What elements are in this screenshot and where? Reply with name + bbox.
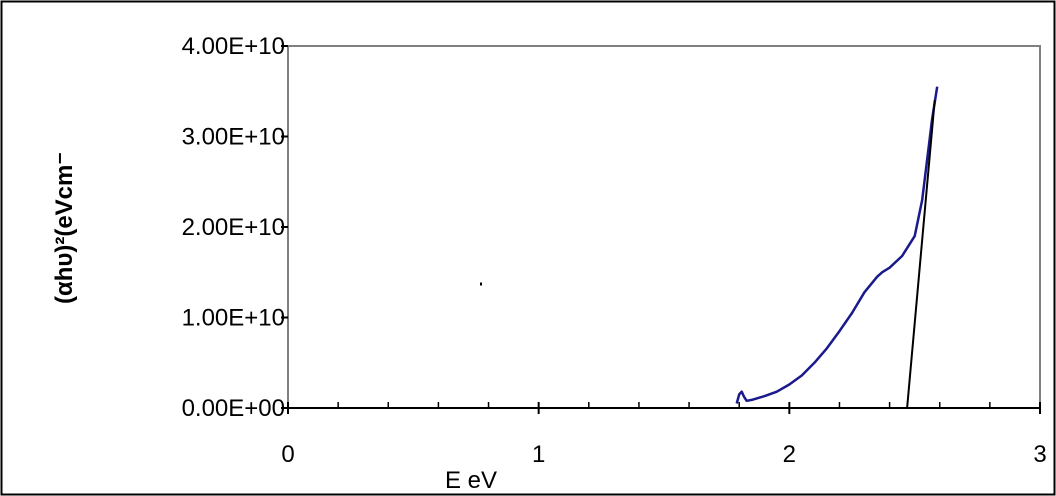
series-group — [735, 86, 939, 409]
x-tick-label: 1 — [532, 441, 545, 468]
x-tick-label: 0 — [281, 441, 294, 468]
y-tick-label: 2.00E+10 — [182, 214, 285, 241]
y-tick-labels: 0.00E+00 1.00E+10 2.00E+10 3.00E+10 4.00E+10 — [182, 33, 285, 422]
annotation-group — [480, 282, 483, 286]
tangent-fit-line — [906, 100, 936, 409]
data-curve-line — [735, 86, 939, 404]
stray-dot-mark — [480, 282, 483, 286]
x-tick-label: 3 — [1033, 441, 1046, 468]
y-axis-title: (αhυ)²(eVcm⁻ — [51, 152, 78, 304]
y-tick-label: 4.00E+10 — [182, 33, 285, 60]
x-axis-title: E eV — [445, 467, 497, 494]
x-tick-labels: 0 1 2 3 — [281, 441, 1046, 468]
y-tick-label: 3.00E+10 — [182, 124, 285, 151]
x-tick-label: 2 — [783, 441, 796, 468]
y-tick-label: 0.00E+00 — [182, 395, 285, 422]
y-tick-label: 1.00E+10 — [182, 305, 285, 332]
